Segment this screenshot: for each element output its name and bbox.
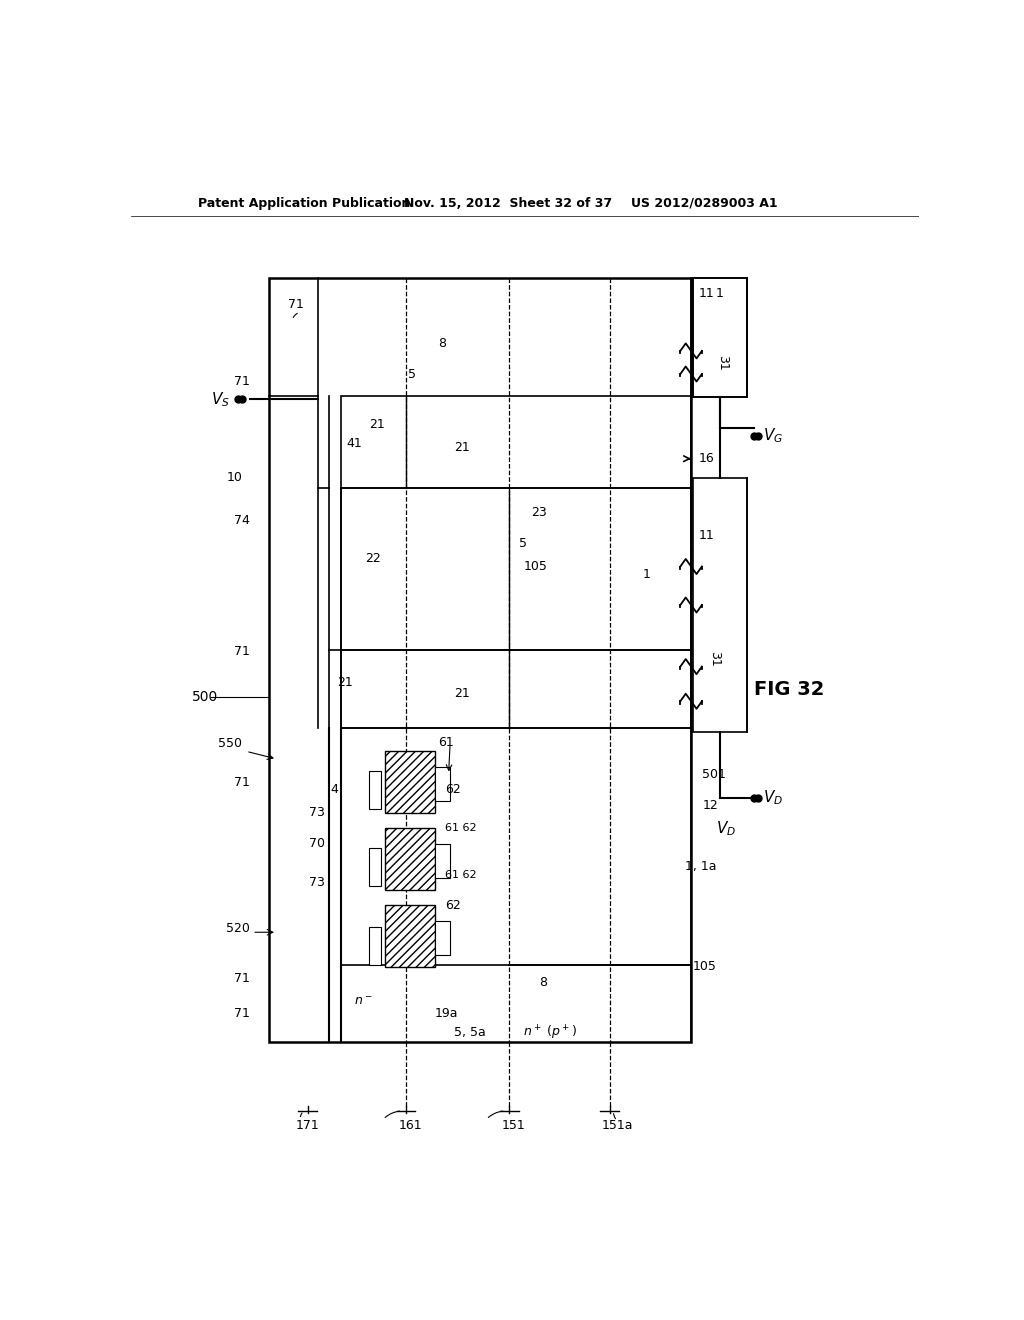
Text: Patent Application Publication: Patent Application Publication	[199, 197, 411, 210]
Bar	[435, 843, 451, 878]
Text: Nov. 15, 2012  Sheet 32 of 37: Nov. 15, 2012 Sheet 32 of 37	[403, 197, 612, 210]
Text: 501: 501	[701, 768, 726, 781]
Text: 31: 31	[716, 355, 729, 371]
Text: 8: 8	[539, 975, 547, 989]
Bar	[435, 921, 451, 956]
Text: 171: 171	[296, 1119, 319, 1133]
Bar	[385, 751, 435, 813]
Bar	[341, 488, 691, 649]
Text: $V_D$: $V_D$	[716, 818, 736, 838]
Text: 71: 71	[234, 644, 250, 657]
Text: 10: 10	[226, 471, 243, 484]
Text: 12: 12	[702, 799, 719, 812]
Text: 11: 11	[698, 529, 715, 543]
Text: 62: 62	[444, 783, 461, 796]
Bar	[269, 277, 691, 1043]
Text: $n^-$: $n^-$	[354, 995, 373, 1008]
Text: 73: 73	[308, 807, 325, 820]
Text: 21: 21	[337, 676, 352, 689]
Text: 1: 1	[716, 286, 724, 300]
Text: $n^+$ $(p^+)$: $n^+$ $(p^+)$	[523, 1023, 578, 1041]
Text: 21: 21	[370, 417, 385, 430]
Text: 4: 4	[331, 783, 339, 796]
Text: 73: 73	[308, 875, 325, 888]
Text: 5, 5a: 5, 5a	[454, 1026, 485, 1039]
Text: 151: 151	[502, 1119, 525, 1133]
Text: 161: 161	[398, 1119, 422, 1133]
Text: 70: 70	[308, 837, 325, 850]
Text: 23: 23	[531, 506, 547, 519]
Bar	[341, 396, 691, 488]
Text: 71: 71	[234, 972, 250, 985]
Text: 21: 21	[454, 441, 470, 454]
Text: 5: 5	[408, 367, 416, 380]
Bar	[435, 767, 451, 801]
Text: $V_G$: $V_G$	[763, 426, 783, 445]
Text: 5: 5	[519, 537, 527, 550]
Text: 21: 21	[454, 686, 470, 700]
Text: 61: 61	[438, 735, 455, 748]
Text: FIG 32: FIG 32	[755, 680, 824, 700]
Text: 31: 31	[708, 651, 721, 667]
Text: 61 62: 61 62	[444, 824, 476, 833]
Text: 520: 520	[226, 921, 250, 935]
Text: 74: 74	[234, 513, 250, 527]
Text: 71: 71	[289, 298, 304, 312]
Text: US 2012/0289003 A1: US 2012/0289003 A1	[631, 197, 777, 210]
Bar	[692, 277, 746, 397]
Text: 151a: 151a	[602, 1119, 633, 1133]
Bar	[385, 906, 435, 966]
Text: 105: 105	[523, 560, 547, 573]
Text: 105: 105	[692, 961, 717, 973]
Text: 41: 41	[346, 437, 361, 450]
Text: 11: 11	[698, 286, 715, 300]
Bar	[341, 649, 691, 729]
Bar	[370, 927, 381, 965]
Text: $V_S$: $V_S$	[211, 391, 230, 409]
Text: 8: 8	[438, 337, 446, 350]
Text: 71: 71	[234, 1007, 250, 1019]
Text: 19a: 19a	[435, 1007, 458, 1019]
Text: 500: 500	[193, 690, 218, 705]
Text: 62: 62	[444, 899, 461, 912]
Text: 550: 550	[218, 737, 243, 750]
Bar	[692, 277, 746, 397]
Bar	[370, 771, 381, 809]
Text: 71: 71	[234, 375, 250, 388]
Text: 16: 16	[698, 453, 715, 465]
Bar	[692, 478, 746, 733]
Bar	[370, 847, 381, 886]
Text: 61 62: 61 62	[444, 870, 476, 879]
Text: 1, 1a: 1, 1a	[685, 861, 717, 874]
Bar	[385, 829, 435, 890]
Text: 1: 1	[643, 568, 650, 581]
Text: 71: 71	[234, 776, 250, 788]
Text: $V_D$: $V_D$	[763, 788, 782, 807]
Text: 22: 22	[366, 552, 381, 565]
